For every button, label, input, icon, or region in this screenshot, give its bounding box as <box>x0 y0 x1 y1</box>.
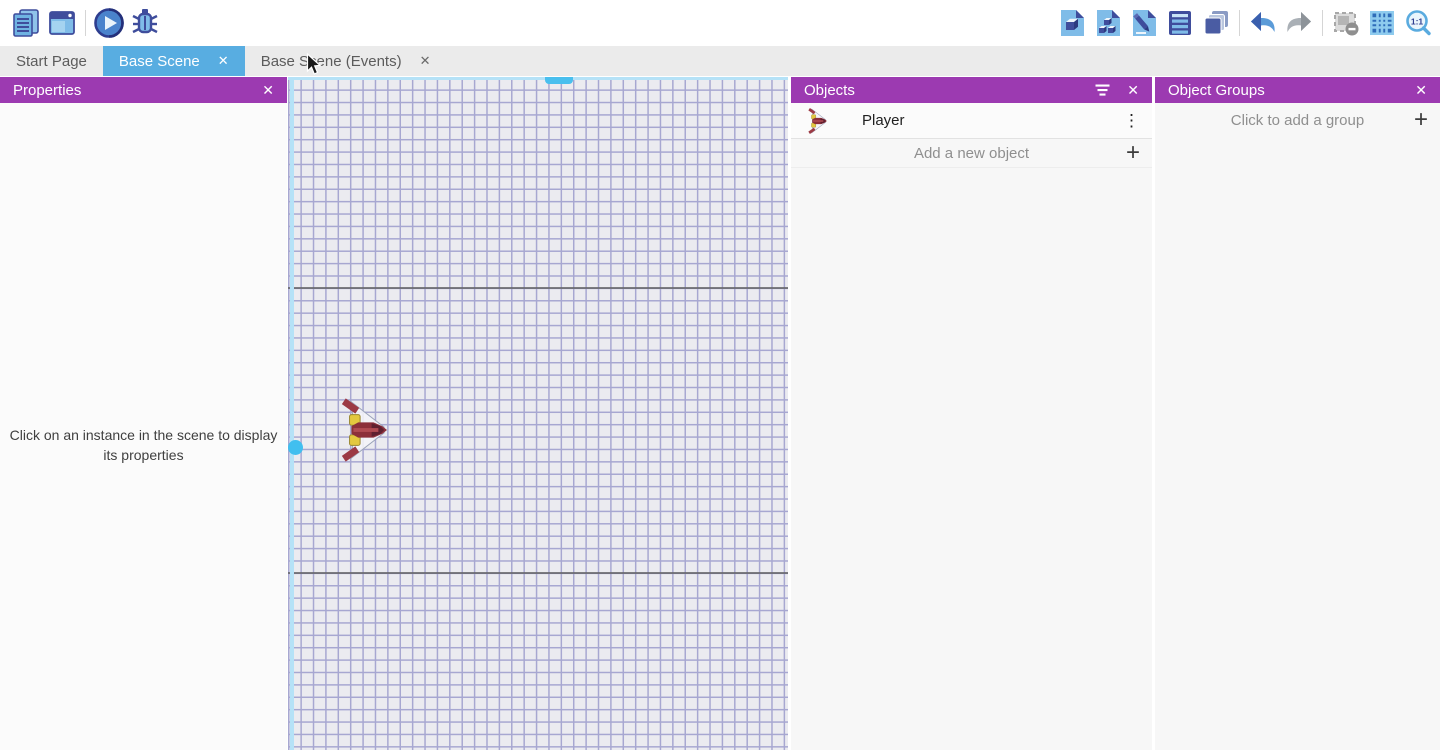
zoom-1-1-icon[interactable]: 1:1 <box>1400 5 1436 41</box>
tab-base-scene[interactable]: Base Scene ✕ <box>102 46 245 76</box>
kebab-menu-icon[interactable]: ⋮ <box>1123 111 1140 130</box>
properties-placeholder-text: Click on an instance in the scene to dis… <box>9 427 278 463</box>
tab-base-scene-events[interactable]: Base Scene (Events) ✕ <box>245 46 447 76</box>
tab-start-page[interactable]: Start Page <box>0 46 103 76</box>
panel-title: Object Groups <box>1168 81 1265 99</box>
objects-panel-header: Objects ✕ <box>791 77 1152 103</box>
grid-icon[interactable] <box>1364 5 1400 41</box>
properties-panel-header: Properties ✕ <box>0 77 287 103</box>
object-groups-icon[interactable] <box>1090 5 1126 41</box>
close-icon[interactable]: ✕ <box>262 81 274 98</box>
tab-label: Base Scene (Events) <box>260 52 402 70</box>
zoom-ratio-label: 1:1 <box>1411 16 1424 26</box>
tab-close-icon[interactable]: ✕ <box>217 53 229 68</box>
editor-tabbar: Start Page Base Scene ✕ Base Scene (Even… <box>0 46 1440 76</box>
panel-title: Objects <box>804 81 855 99</box>
properties-panel-icon[interactable] <box>1126 5 1162 41</box>
tab-label: Start Page <box>16 52 87 70</box>
tab-label: Base Scene <box>118 52 200 70</box>
project-manager-icon[interactable] <box>8 5 44 41</box>
play-icon[interactable] <box>91 5 127 41</box>
toolbar-divider <box>1322 10 1323 36</box>
scene-instance-player[interactable] <box>339 397 387 468</box>
plus-icon[interactable]: + <box>1125 139 1140 166</box>
add-new-object-label: Add a new object <box>913 144 1030 162</box>
plus-icon[interactable]: + <box>1413 106 1428 133</box>
deselect-icon[interactable] <box>1328 5 1364 41</box>
object-name-label: Player <box>862 112 905 129</box>
instances-list-icon[interactable] <box>1162 5 1198 41</box>
objects-panel-icon[interactable] <box>1054 5 1090 41</box>
toolbar-divider <box>85 10 86 36</box>
filter-icon[interactable] <box>1094 83 1111 97</box>
redo-icon[interactable] <box>1281 5 1317 41</box>
scene-window-border-bottom <box>288 572 788 574</box>
add-group-label: Click to add a group <box>1230 111 1365 129</box>
close-icon[interactable]: ✕ <box>1415 81 1427 98</box>
tab-close-icon[interactable]: ✕ <box>419 53 431 68</box>
scene-window-border-top <box>288 287 788 289</box>
main-toolbar: 1:1 <box>0 0 1440 46</box>
toolbar-left-group <box>8 5 163 41</box>
scene-vscrollbar-thumb[interactable] <box>288 440 303 455</box>
object-groups-panel: Object Groups ✕ Click to add a group + <box>1155 77 1440 750</box>
object-list-item-player[interactable]: Player ⋮ <box>791 103 1152 139</box>
undo-icon[interactable] <box>1245 5 1281 41</box>
scene-editor-canvas[interactable] <box>288 77 788 750</box>
add-new-object-row[interactable]: Add a new object + <box>791 139 1152 168</box>
scene-hscrollbar-thumb[interactable] <box>545 77 573 84</box>
toolbar-divider <box>1239 10 1240 36</box>
object-groups-panel-header: Object Groups ✕ <box>1155 77 1440 103</box>
toolbar-right-group: 1:1 <box>1054 5 1436 41</box>
debug-icon[interactable] <box>127 5 163 41</box>
start-page-icon[interactable] <box>44 5 80 41</box>
player-thumbnail <box>804 107 830 134</box>
layers-icon[interactable] <box>1198 5 1234 41</box>
scene-hscrollbar-track[interactable] <box>288 77 788 80</box>
close-icon[interactable]: ✕ <box>1127 81 1139 98</box>
scene-vscrollbar-track[interactable] <box>290 77 294 750</box>
properties-panel: Properties ✕ Click on an instance in the… <box>0 77 287 750</box>
objects-panel: Objects ✕ <box>791 77 1152 750</box>
panel-title: Properties <box>13 81 82 99</box>
add-group-row[interactable]: Click to add a group + <box>1155 103 1440 137</box>
